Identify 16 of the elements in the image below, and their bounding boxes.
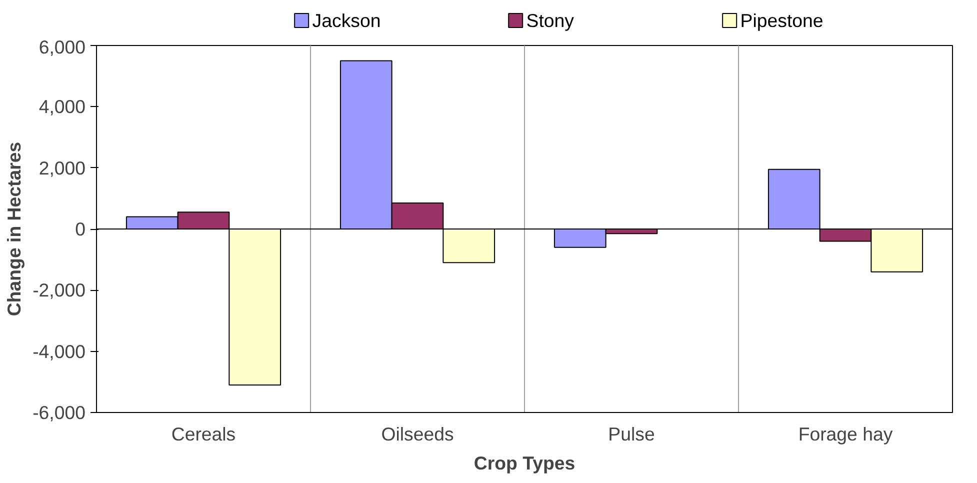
x-tick-label: Forage hay	[798, 424, 894, 444]
y-tick-label: -2,000	[32, 280, 86, 301]
x-axis-title: Crop Types	[474, 452, 576, 474]
legend-label: Stony	[526, 10, 575, 31]
y-tick-label: -6,000	[32, 402, 86, 423]
legend-label: Jackson	[312, 10, 381, 31]
y-axis-title: Change in Hectares	[4, 142, 25, 316]
y-tick-label: 4,000	[38, 96, 86, 118]
x-tick-label: Pulse	[608, 424, 655, 444]
y-tick-label: 6,000	[38, 36, 86, 58]
y-tick-label: -4,000	[32, 340, 86, 362]
y-tick-label: 2,000	[38, 157, 86, 178]
legend-label: Pipestone	[740, 10, 824, 31]
y-tick-label: 0	[75, 218, 86, 240]
x-tick-label: Cereals	[171, 424, 236, 444]
x-tick-label: Oilseeds	[381, 424, 454, 444]
